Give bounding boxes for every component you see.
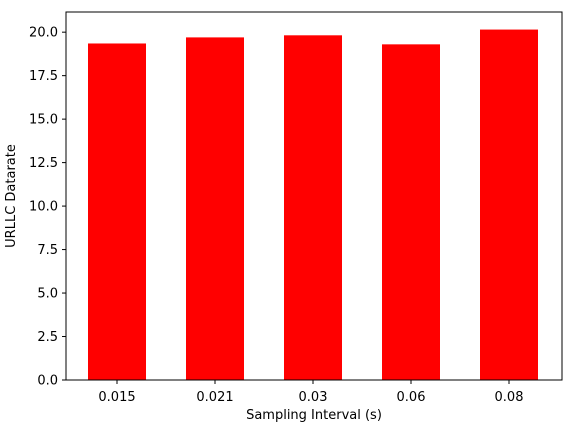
y-tick-label: 5.0 bbox=[37, 287, 58, 302]
y-tick-label: 7.5 bbox=[37, 243, 58, 258]
x-tick-label: 0.08 bbox=[495, 390, 524, 405]
x-axis: 0.015 0.021 0.03 0.06 0.08 bbox=[98, 380, 523, 405]
x-tick-label: 0.015 bbox=[98, 390, 135, 405]
y-tick-label: 20.0 bbox=[29, 26, 58, 41]
x-tick-label: 0.03 bbox=[299, 390, 328, 405]
y-tick-label: 10.0 bbox=[29, 200, 58, 215]
bar-0.06 bbox=[382, 44, 440, 380]
x-tick-label: 0.021 bbox=[196, 390, 233, 405]
bar-0.03 bbox=[284, 35, 342, 380]
y-axis-label: URLLC Datarate bbox=[4, 144, 19, 248]
y-tick-label: 2.5 bbox=[37, 330, 58, 345]
plot-frame bbox=[65, 11, 563, 381]
bar-0.021 bbox=[186, 37, 244, 381]
y-tick-label: 0.0 bbox=[37, 374, 58, 389]
bar-0.015 bbox=[88, 43, 146, 380]
y-tick-label: 15.0 bbox=[29, 113, 58, 128]
y-axis: 0.0 2.5 5.0 7.5 10.0 12.5 15.0 17.5 20.0 bbox=[29, 26, 66, 389]
y-tick-label: 12.5 bbox=[29, 156, 58, 171]
x-axis-label: Sampling Interval (s) bbox=[246, 408, 382, 423]
bar-0.08 bbox=[480, 29, 538, 381]
bar-group bbox=[88, 29, 538, 381]
y-tick-label: 17.5 bbox=[29, 69, 58, 84]
x-tick-label: 0.06 bbox=[397, 390, 426, 405]
